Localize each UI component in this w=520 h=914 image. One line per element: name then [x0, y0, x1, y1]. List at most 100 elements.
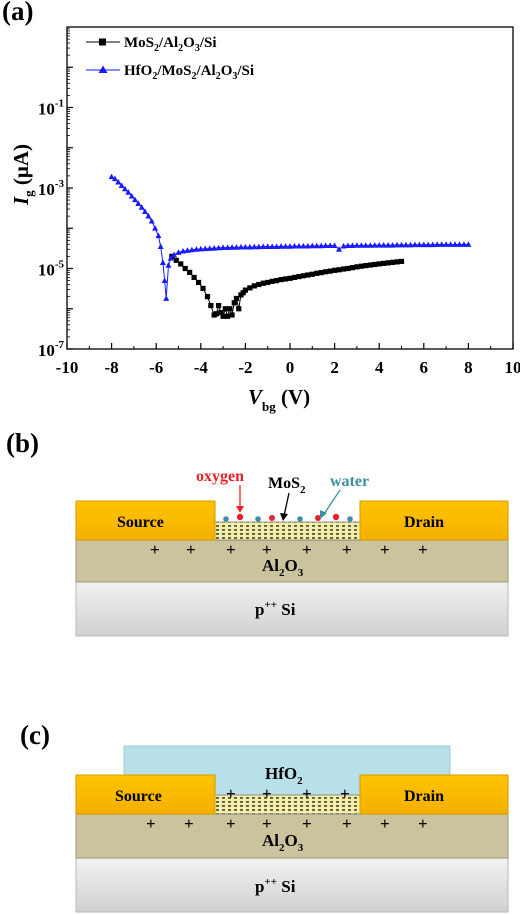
data-point — [213, 311, 220, 317]
data-point — [336, 267, 342, 273]
drain-label-c: Drain — [404, 788, 444, 805]
x-tick-label: -2 — [238, 358, 252, 377]
data-point — [208, 302, 214, 309]
positive-charge: + — [226, 784, 236, 803]
data-point — [376, 261, 382, 267]
data-point — [206, 245, 213, 251]
charges-c-top: + + + + — [226, 784, 350, 803]
data-point — [161, 277, 168, 284]
data-point — [224, 313, 231, 319]
data-point — [265, 279, 271, 286]
data-point — [165, 262, 172, 268]
data-point — [353, 242, 360, 248]
data-point — [394, 259, 400, 265]
positive-charge: + — [262, 540, 272, 559]
data-point — [363, 263, 369, 269]
data-point — [305, 272, 311, 278]
positive-charge: + — [226, 540, 236, 559]
data-point — [229, 312, 235, 318]
data-point — [182, 265, 188, 272]
data-point — [394, 241, 401, 248]
mos2-channel-b — [212, 521, 362, 541]
data-point — [465, 241, 472, 247]
data-point — [269, 243, 276, 250]
chart: -10 -8 -6 -4 -2 0 2 4 6 8 10 10-7 10-5 10-3 10-1 MoS2… — [9, 26, 520, 414]
data-point — [227, 306, 233, 312]
data-point — [188, 246, 195, 253]
data-point — [128, 192, 135, 199]
drain-label-b: Drain — [404, 514, 444, 531]
water-label: water — [330, 473, 369, 490]
data-point — [456, 241, 463, 247]
y-axis-label-main: I — [9, 196, 33, 206]
positive-charge: + — [342, 814, 352, 833]
data-point — [323, 269, 329, 275]
data-point — [376, 241, 383, 248]
positive-charge: + — [302, 784, 312, 803]
positive-charge: + — [226, 814, 236, 833]
source-label-b: Source — [117, 514, 164, 531]
oxygen-arrow-head — [236, 506, 244, 513]
oxygen-molecule — [269, 515, 275, 521]
y-axis-label: Ig (μA) — [9, 144, 36, 206]
data-point — [269, 278, 275, 284]
data-point — [296, 273, 302, 280]
positive-charge: + — [418, 814, 428, 833]
data-point — [145, 212, 152, 219]
data-point — [300, 242, 307, 249]
data-point — [178, 261, 184, 267]
data-point — [327, 268, 333, 274]
data-point — [171, 251, 178, 258]
data-point — [291, 274, 298, 281]
data-point — [332, 267, 338, 273]
positive-charge: + — [184, 814, 194, 833]
legend-label-mos2: MoS2/Al2O3/Si — [124, 35, 217, 54]
data-point — [452, 241, 459, 247]
data-point — [273, 243, 280, 250]
data-point — [148, 217, 155, 224]
data-point — [314, 270, 320, 276]
data-point — [407, 241, 414, 248]
data-point — [434, 241, 441, 247]
data-point — [349, 242, 356, 249]
source-label-c: Source — [115, 788, 162, 805]
series-layer — [108, 173, 472, 319]
data-point — [111, 175, 118, 182]
data-point — [115, 178, 122, 185]
x-ticks: -10 -8 -6 -4 -2 0 2 4 6 8 10 — [56, 343, 520, 377]
data-point — [255, 243, 262, 250]
data-point — [135, 200, 142, 206]
data-point — [132, 196, 139, 203]
data-point — [278, 243, 285, 249]
data-point — [138, 204, 145, 210]
data-point — [118, 182, 125, 188]
data-point — [247, 285, 253, 291]
data-point — [157, 243, 164, 250]
data-point — [264, 243, 271, 250]
oxide-layer-c — [75, 813, 509, 859]
water-molecule — [297, 516, 303, 522]
positive-charge: + — [262, 784, 272, 803]
x-tick-label: -8 — [105, 358, 119, 377]
data-point — [211, 244, 218, 251]
x-tick-label: 10 — [505, 358, 520, 377]
water-molecule — [255, 516, 261, 522]
data-point — [155, 232, 162, 239]
positive-charge: + — [302, 540, 312, 559]
data-point — [295, 242, 302, 249]
panel-label-c: (c) — [20, 720, 50, 750]
positive-charge: + — [302, 814, 312, 833]
data-point — [251, 243, 258, 250]
data-point — [167, 255, 174, 261]
data-point — [242, 287, 248, 293]
device-diagram-b: p++ Si Al2O3 Source Drain oxygen MoS2 wa… — [75, 468, 509, 637]
data-point — [344, 242, 351, 249]
mos2-label-b: MoS2 — [268, 475, 306, 496]
x-tick-label: -4 — [194, 358, 209, 377]
data-point — [200, 285, 206, 292]
x-tick-label: 0 — [286, 358, 295, 377]
positive-charge: + — [340, 784, 350, 803]
x-axis-label-main: V — [248, 385, 264, 409]
data-point — [142, 208, 149, 214]
